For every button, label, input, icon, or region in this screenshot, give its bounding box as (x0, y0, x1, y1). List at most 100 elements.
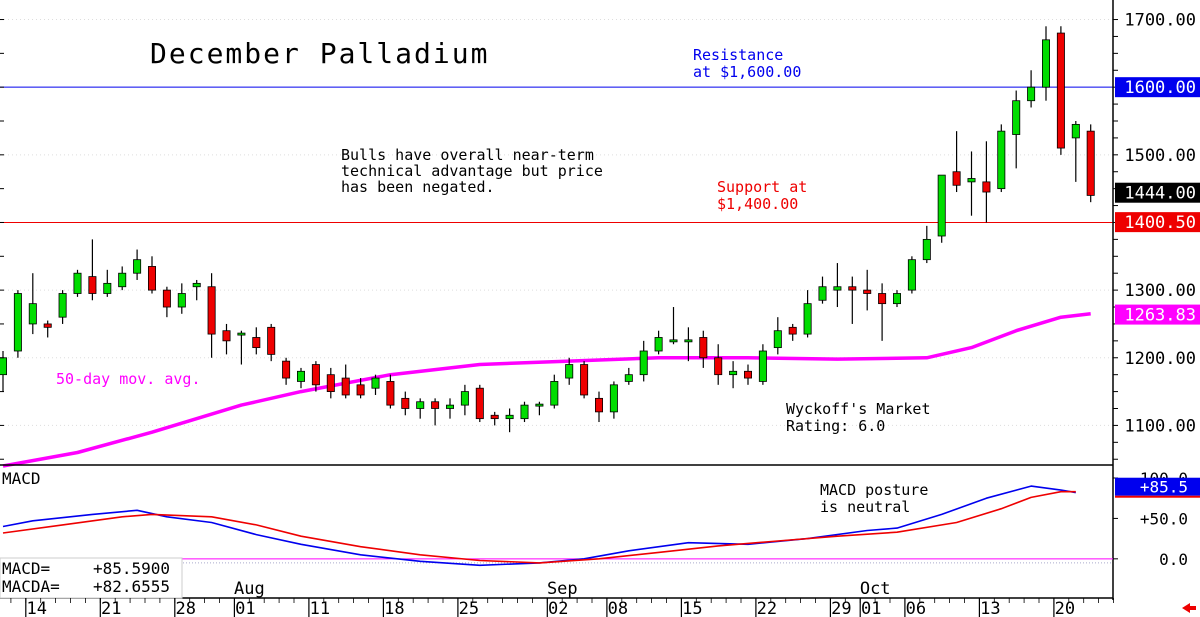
candle-body (162, 289, 171, 308)
candle (311, 361, 320, 392)
annotation-ma: 50-day mov. avg. (56, 370, 201, 388)
candle-body (863, 289, 872, 294)
candle-body (535, 403, 544, 407)
macd-y-label: 0.0 (1159, 550, 1188, 569)
candle (773, 317, 782, 355)
candle (848, 276, 857, 324)
candle (475, 384, 484, 423)
candle (580, 361, 589, 399)
candle (803, 290, 812, 338)
candle-body (282, 360, 291, 379)
candle (922, 225, 931, 264)
candle (818, 276, 827, 304)
annotation-bulls: Bulls have overall near-term (341, 146, 594, 164)
x-tick-label: 13 (980, 599, 1000, 617)
x-tick-label: 25 (459, 599, 479, 617)
macd-title: MACD (2, 469, 41, 488)
candle (952, 131, 961, 193)
candle (863, 269, 872, 311)
price-box-mov-avg (1115, 304, 1200, 325)
candle (133, 249, 142, 280)
back-arrow-icon[interactable] (1182, 603, 1196, 613)
candle (1056, 26, 1065, 155)
x-tick-label: 28 (176, 599, 196, 617)
candle (162, 286, 171, 318)
price-box-label-last: 1444.00 (1124, 184, 1196, 204)
month-label: Aug (234, 579, 265, 599)
candle-body (147, 266, 156, 291)
x-tick-label: 20 (1055, 599, 1075, 617)
candle (729, 361, 738, 389)
x-tick-label: 01 (235, 599, 255, 617)
candle-body (28, 303, 37, 325)
candle (565, 357, 574, 385)
price-box-label-resistance: 1600.00 (1124, 78, 1196, 98)
candle-body (431, 401, 440, 409)
candle (535, 401, 544, 416)
candle-body (654, 337, 663, 352)
macd-value-box (1115, 477, 1200, 496)
candle-body (341, 377, 350, 396)
x-tick-label: 01 (861, 599, 881, 617)
candle-body (639, 350, 648, 376)
candle-body (401, 397, 410, 409)
mov-avg-series (2, 312, 1091, 468)
candle (356, 378, 365, 399)
candle-body (565, 364, 574, 379)
candle (431, 398, 440, 426)
candle-body (982, 181, 991, 193)
candle-body (580, 364, 589, 396)
candle (1042, 26, 1051, 101)
annotation-resistance: at $1,600.00 (693, 63, 801, 81)
x-tick-label: 08 (608, 599, 628, 617)
macd-y-label: +50.0 (1140, 509, 1188, 528)
candle-body (267, 326, 276, 355)
candle-body (744, 370, 753, 379)
candle (237, 330, 246, 365)
candle-body (73, 272, 82, 294)
annotation-resistance: Resistance (693, 46, 783, 64)
candle (758, 344, 767, 385)
candle-body (0, 357, 7, 376)
candle (520, 401, 529, 423)
candle-body (371, 377, 380, 389)
candle (371, 374, 380, 395)
candle (654, 330, 663, 355)
x-tick-label: 02 (548, 599, 568, 617)
macd-legend-box (0, 557, 183, 599)
candle (505, 408, 514, 433)
candle-body (848, 286, 857, 291)
candle-body (296, 370, 305, 382)
candle (401, 391, 410, 416)
candle-body (624, 374, 633, 382)
candle-body (252, 337, 261, 349)
candle (744, 364, 753, 385)
candle-body (699, 337, 708, 359)
candle (58, 290, 67, 324)
macd-value-label: +85.5 (1140, 478, 1188, 497)
x-tick-label: 14 (27, 599, 47, 617)
candle-body (1071, 123, 1080, 139)
annotation-support: $1,400.00 (717, 195, 798, 213)
candle-body (907, 259, 916, 291)
candle-body (133, 259, 142, 274)
arrow-shape (1182, 603, 1196, 613)
candle (103, 269, 112, 297)
candle-body (714, 357, 723, 376)
x-tick-label: 29 (831, 599, 851, 617)
candle (1027, 70, 1036, 108)
annotation-bulls: technical advantage but price (341, 162, 603, 180)
candle (445, 398, 454, 419)
candle (73, 269, 82, 297)
candle (595, 391, 604, 423)
support-resistance-lines (0, 86, 1113, 223)
candle (937, 174, 946, 243)
candle-body (356, 384, 365, 396)
candle (893, 290, 902, 308)
candle-body (788, 326, 797, 335)
candle (1012, 90, 1021, 169)
candle-body (684, 339, 693, 343)
candle-body (445, 404, 454, 409)
candle (28, 273, 37, 335)
